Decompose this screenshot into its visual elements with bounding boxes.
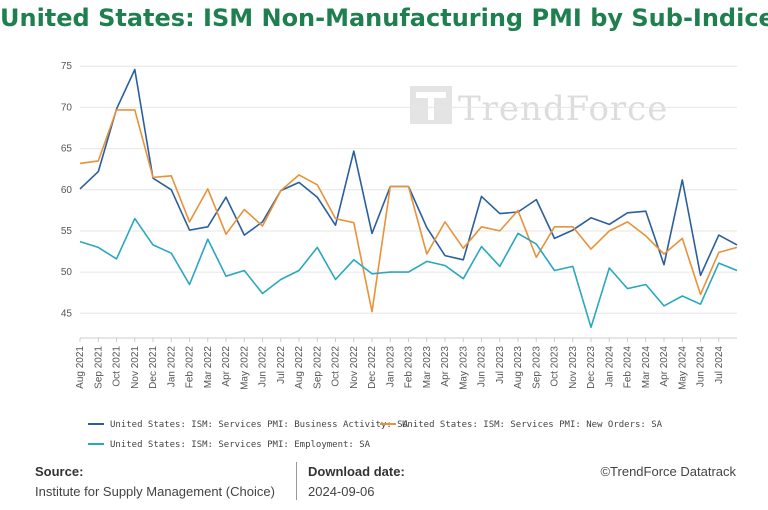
legend-label-employment: United States: ISM: Services PMI: Employ… (110, 440, 371, 450)
y-tick-label: 45 (61, 308, 73, 319)
x-tick-label: Mar 2023 (422, 346, 433, 389)
x-tick-label: Sep 2021 (93, 346, 104, 389)
x-tick-label: Sep 2022 (312, 346, 323, 389)
series-line-new-orders (79, 109, 738, 313)
footer-divider (296, 462, 297, 500)
x-tick-label: Sep 2023 (531, 346, 542, 389)
x-tick-label: Mar 2024 (641, 346, 652, 389)
source-label: Source: (35, 464, 84, 479)
y-tick-label: 50 (61, 267, 73, 278)
x-tick-label: Apr 2022 (221, 346, 232, 387)
x-tick-label: Aug 2021 (75, 346, 86, 389)
series-line-employment (79, 217, 738, 329)
x-tick-label: Oct 2021 (112, 346, 123, 387)
x-tick-label: Aug 2023 (513, 346, 524, 389)
line-chart: TrendForce 45 50 55 60 65 70 75 Aug 2021 Sep 20… (61, 61, 738, 450)
x-axis: Aug 2021 Sep 2021 Oct 2021 Nov 2021 Dec 2021… (75, 337, 737, 390)
x-tick-label: Jan 2022 (166, 346, 177, 388)
watermark: TrendForce (410, 86, 668, 129)
y-axis: 45 50 55 60 65 70 75 (61, 61, 73, 319)
footer: Source: Institute for Supply Management … (0, 458, 768, 508)
legend-label-business-activity: United States: ISM: Services PMI: Busine… (110, 420, 409, 430)
x-tick-label: Jun 2022 (258, 346, 269, 388)
y-tick-label: 55 (61, 226, 73, 237)
x-tick-label: Jan 2023 (385, 346, 396, 388)
x-tick-label: Mar 2022 (203, 346, 214, 389)
x-tick-label: Nov 2022 (349, 346, 360, 389)
x-tick-label: Feb 2023 (404, 346, 415, 389)
x-tick-label: Oct 2023 (550, 346, 561, 387)
x-tick-label: Nov 2021 (130, 346, 141, 389)
watermark-text: TrendForce (458, 89, 668, 129)
y-tick-label: 70 (61, 102, 73, 113)
x-tick-label: Feb 2024 (623, 346, 634, 389)
download-date-value: 2024-09-06 (308, 484, 375, 499)
x-tick-label: May 2024 (677, 346, 688, 390)
x-tick-label: Feb 2022 (185, 346, 196, 389)
x-tick-label: Jul 2022 (276, 346, 287, 384)
x-tick-label: Apr 2023 (440, 346, 451, 387)
x-tick-label: Nov 2023 (568, 346, 579, 389)
x-tick-label: Jul 2023 (495, 346, 506, 384)
x-tick-label: Apr 2024 (659, 346, 670, 387)
x-tick-label: Aug 2022 (294, 346, 305, 389)
x-tick-label: Jan 2024 (604, 346, 615, 388)
download-date-label: Download date: (308, 464, 405, 479)
legend-label-new-orders: United States: ISM: Services PMI: New Or… (402, 420, 663, 430)
x-tick-label: May 2023 (458, 346, 469, 390)
y-tick-label: 65 (61, 144, 73, 155)
x-tick-label: Dec 2023 (586, 346, 597, 389)
x-tick-label: May 2022 (239, 346, 250, 390)
series-lines (79, 68, 738, 329)
x-tick-label: Oct 2022 (331, 346, 342, 387)
legend: United States: ISM: Services PMI: Busine… (88, 420, 663, 450)
trendforce-logo-icon (410, 86, 452, 124)
copyright-text: ©TrendForce Datatrack (600, 464, 736, 479)
x-tick-label: Jul 2024 (714, 346, 725, 384)
x-tick-label: Dec 2022 (367, 346, 378, 389)
x-tick-label: Dec 2021 (148, 346, 159, 389)
chart-title: United States: ISM Non-Manufacturing PMI… (0, 4, 768, 32)
x-tick-label: Jun 2024 (696, 346, 707, 388)
x-tick-label: Jun 2023 (477, 346, 488, 388)
y-tick-label: 75 (61, 61, 73, 72)
y-tick-label: 60 (61, 185, 73, 196)
source-value: Institute for Supply Management (Choice) (35, 484, 275, 499)
